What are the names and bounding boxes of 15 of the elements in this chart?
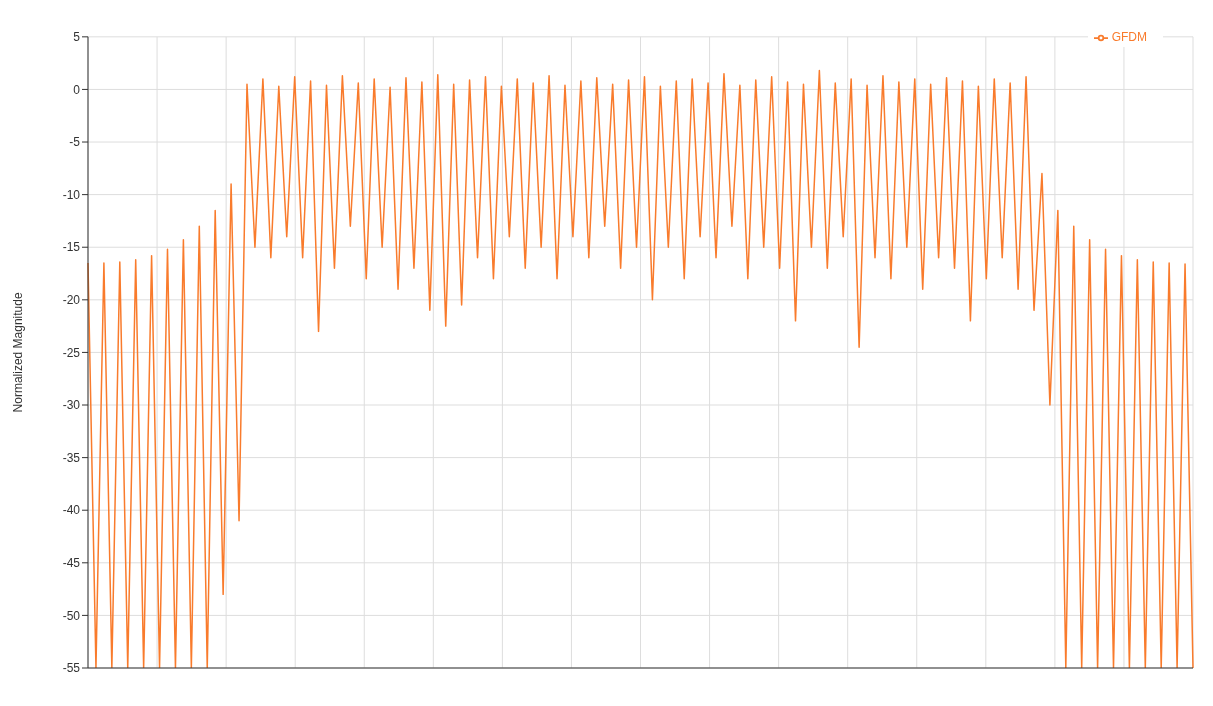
y-tick-label: -15 [62, 240, 81, 255]
y-tick-label: -25 [62, 345, 81, 360]
y-tick-label: 0 [73, 82, 81, 97]
y-tick-label: -30 [62, 398, 81, 413]
y-tick-label: -50 [62, 608, 81, 623]
y-tick-label: -55 [62, 661, 81, 676]
y-axis-title: Normalized Magnitude [11, 292, 26, 413]
y-tick-label: -45 [62, 556, 81, 571]
y-tick-label: -5 [69, 135, 81, 150]
y-tick-label: 5 [73, 30, 81, 45]
y-tick-label: -20 [62, 293, 81, 308]
legend-label: GFDM [1111, 30, 1147, 44]
y-tick-label: -40 [62, 503, 81, 518]
y-tick-label: -10 [62, 187, 81, 202]
y-tick-label: -35 [62, 450, 81, 465]
